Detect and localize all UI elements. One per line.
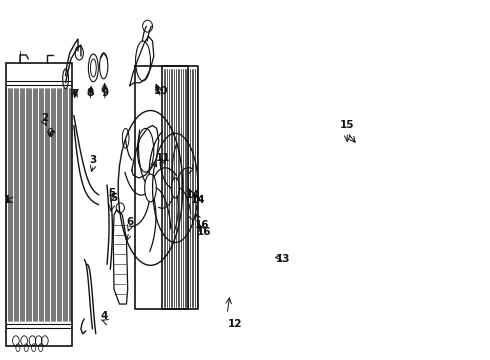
Text: 4: 4 (100, 311, 108, 321)
Text: 15: 15 (340, 121, 354, 130)
Text: 16: 16 (197, 226, 212, 237)
Text: 1: 1 (4, 195, 11, 205)
Text: 5: 5 (110, 193, 118, 203)
Text: 14: 14 (185, 190, 200, 200)
Text: 3: 3 (90, 155, 97, 165)
Text: 6: 6 (126, 217, 133, 227)
Text: 12: 12 (228, 319, 243, 329)
Text: 11: 11 (156, 153, 170, 163)
Text: 16: 16 (195, 220, 210, 230)
Text: 8: 8 (86, 88, 94, 98)
Text: 14: 14 (191, 195, 205, 205)
Text: 7: 7 (72, 89, 79, 99)
Text: 9: 9 (101, 88, 108, 98)
Text: 5: 5 (108, 188, 116, 198)
Text: 2: 2 (41, 113, 49, 123)
Text: 13: 13 (276, 255, 290, 264)
Text: 10: 10 (153, 86, 168, 96)
Bar (5, 63, 72, 346)
